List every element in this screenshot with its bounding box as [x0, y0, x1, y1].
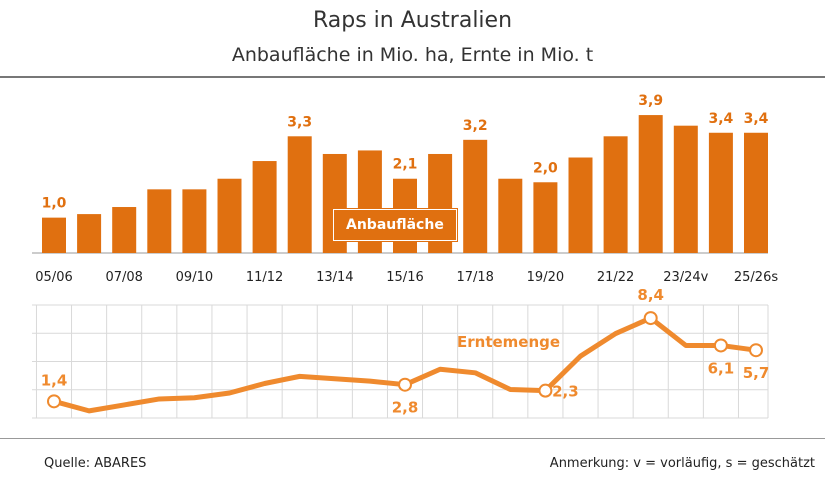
bar-data-label: 2,1	[393, 157, 418, 173]
x-tick-label: 17/18	[456, 270, 493, 285]
x-tick-label: 07/08	[105, 270, 142, 285]
line-data-label: 2,8	[392, 399, 419, 417]
line-point-marker	[643, 311, 658, 326]
bar-09/10	[182, 189, 207, 253]
bar-10/11	[217, 178, 242, 253]
bar-20/21	[568, 157, 593, 253]
bar-data-label: 3,9	[638, 93, 663, 109]
bar-series-label: Anbaufläche	[333, 209, 457, 241]
bar-06/07	[77, 214, 102, 253]
bar-22/23	[638, 115, 663, 253]
bar-data-label: 3,4	[708, 111, 733, 127]
bar-data-label: 3,4	[744, 111, 769, 127]
bar-21/22	[603, 136, 628, 253]
bar-23/24v	[673, 125, 698, 253]
bar-25/26s	[744, 132, 768, 253]
line-data-label: 6,1	[708, 359, 735, 377]
bar-12/13	[287, 136, 312, 253]
remark-note: Anmerkung: v = vorläufig, s = geschätzt	[549, 456, 815, 471]
line-point-marker	[538, 383, 553, 398]
bar-data-label: 2,0	[533, 160, 558, 176]
bar-24/25	[708, 132, 733, 253]
bar-07/08	[112, 207, 137, 253]
bar-data-label: 3,3	[287, 114, 312, 130]
line-series-path	[51, 315, 759, 414]
x-tick-label: 15/16	[386, 270, 423, 285]
line-point-marker	[713, 338, 728, 353]
bar-08/09	[147, 189, 172, 253]
line-point-marker	[749, 343, 763, 358]
line-data-label: 5,7	[743, 364, 770, 382]
line-data-label: 2,3	[552, 383, 579, 401]
x-tick-label: 23/24v	[663, 270, 708, 285]
bar-05/06	[42, 217, 66, 253]
x-tick-label: 09/10	[176, 270, 213, 285]
x-tick-label: 25/26s	[734, 270, 778, 285]
line-data-label: 1,4	[41, 371, 68, 389]
bar-data-label: 3,2	[463, 118, 488, 134]
x-tick-label: 11/12	[246, 270, 283, 285]
bar-11/12	[252, 161, 277, 253]
line-point-marker	[47, 394, 61, 409]
bar-19/20	[533, 182, 558, 253]
x-tick-label: 21/22	[597, 270, 634, 285]
top-divider	[0, 76, 825, 78]
chart-subtitle: Anbaufläche in Mio. ha, Ernte in Mio. t	[231, 44, 594, 66]
line-series-label: Erntemenge	[457, 333, 561, 351]
chart-title: Raps in Australien	[312, 8, 513, 33]
line-point-marker	[398, 377, 412, 392]
bar-18/19	[498, 178, 523, 253]
bar-data-label: 1,0	[42, 196, 67, 212]
source-note: Quelle: ABARES	[44, 456, 147, 471]
line-data-label: 8,4	[637, 286, 664, 304]
x-tick-label: 05/06	[35, 270, 72, 285]
x-tick-label: 13/14	[316, 270, 353, 285]
bottom-divider	[0, 438, 825, 439]
bar-17/18	[463, 139, 488, 253]
x-tick-label: 19/20	[527, 270, 564, 285]
